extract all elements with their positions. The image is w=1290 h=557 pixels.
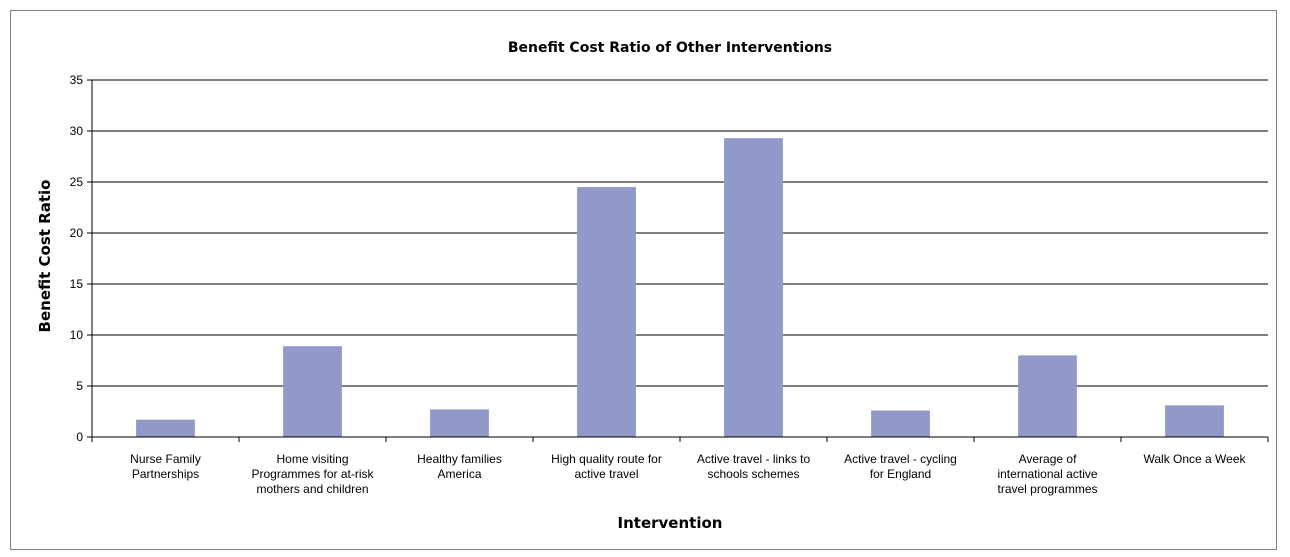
bar	[871, 410, 930, 437]
bar	[1018, 355, 1077, 437]
y-tick-label: 15	[70, 277, 84, 291]
bar	[724, 138, 783, 437]
y-tick-label: 30	[70, 124, 84, 138]
x-category-labels: Nurse Family Partnerships Home visiting Pro…	[130, 452, 1246, 496]
x-category-label: Healthy families America	[417, 452, 502, 481]
bar	[430, 409, 489, 437]
bar-chart: Benefit Cost Ratio of Other Intervention…	[36, 40, 1269, 532]
x-category-label: Walk Once a Week	[1143, 452, 1246, 466]
y-tick-label: 5	[76, 379, 83, 393]
y-tick-labels: 0 5 10 15 20 25 30 35	[70, 73, 84, 444]
x-category-label: Home visiting Programmes for at-risk mothe…	[251, 452, 374, 496]
bar	[136, 419, 195, 437]
y-axis-title: Benefit Cost Ratio	[36, 180, 54, 333]
bar	[283, 346, 342, 437]
bars	[136, 138, 1224, 437]
chart-frame: Benefit Cost Ratio of Other Intervention…	[10, 10, 1277, 550]
y-tick-label: 25	[70, 175, 84, 189]
bar	[577, 187, 636, 437]
y-tick-label: 0	[76, 430, 83, 444]
gridlines	[92, 79, 1268, 387]
x-category-label: Active travel - cycling for England	[844, 452, 957, 481]
x-category-label: Nurse Family Partnerships	[130, 452, 201, 481]
chart-title: Benefit Cost Ratio of Other Intervention…	[508, 40, 832, 56]
x-category-label: Average of international active travel pro…	[997, 452, 1097, 496]
y-tick-label: 10	[70, 328, 84, 342]
y-tick-label: 35	[70, 73, 84, 87]
x-category-label: Active travel - links to schools schemes	[697, 452, 811, 481]
axes	[87, 79, 1269, 442]
bar	[1165, 405, 1224, 437]
x-category-label: High quality route for active travel	[551, 452, 662, 481]
y-tick-label: 20	[70, 226, 84, 240]
x-axis-title: Intervention	[618, 514, 723, 532]
